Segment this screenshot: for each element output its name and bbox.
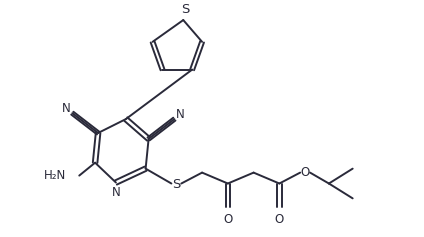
- Text: O: O: [301, 166, 310, 179]
- Text: S: S: [181, 3, 190, 16]
- Text: H₂N: H₂N: [44, 169, 67, 182]
- Text: N: N: [112, 187, 120, 200]
- Text: S: S: [172, 178, 181, 191]
- Text: O: O: [223, 213, 232, 226]
- Text: N: N: [176, 108, 185, 121]
- Text: O: O: [275, 213, 284, 226]
- Text: N: N: [62, 102, 71, 115]
